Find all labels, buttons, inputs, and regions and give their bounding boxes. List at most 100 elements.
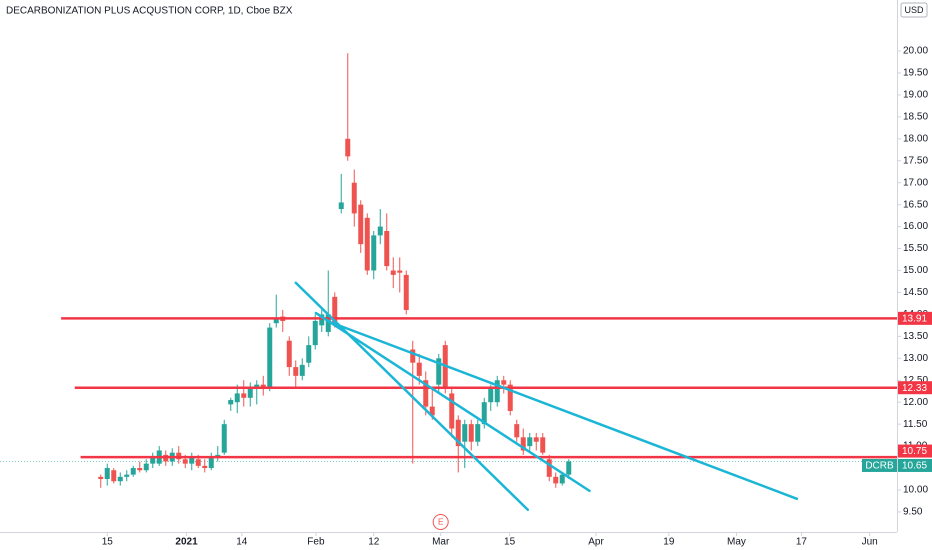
candle-body — [566, 461, 572, 475]
candle-body — [371, 235, 377, 271]
x-tick-label: May — [727, 537, 746, 548]
x-tick-label: 12 — [368, 537, 380, 548]
candle-body — [130, 468, 136, 475]
trend-line — [328, 320, 799, 501]
candle-body — [527, 437, 533, 447]
x-tick-label: 15 — [102, 537, 114, 548]
trend-line — [314, 311, 591, 493]
candle-body — [488, 389, 494, 403]
candle-body — [559, 474, 565, 484]
ticker-tag — [862, 458, 897, 472]
candle-body — [449, 393, 455, 429]
y-tick-label: 18.00 — [903, 133, 928, 144]
y-tick-label: 18.50 — [903, 111, 928, 122]
candle-body — [124, 474, 130, 477]
last-price-tag — [898, 458, 932, 472]
currency-box[interactable] — [900, 2, 928, 18]
x-tick-label: 14 — [236, 537, 248, 548]
x-tick-label: 17 — [796, 537, 808, 548]
candle-body — [299, 364, 305, 376]
candle-body — [475, 424, 481, 442]
candle-body — [377, 226, 383, 236]
candle-body — [182, 459, 188, 464]
candle-body — [520, 437, 526, 451]
candle-body — [364, 217, 370, 271]
y-tick-label: 16.00 — [903, 221, 928, 232]
y-tick-label: 19.50 — [903, 68, 928, 79]
candle-body — [455, 419, 461, 447]
price-tag — [898, 311, 932, 325]
y-tick-label: 10.00 — [903, 485, 928, 496]
y-tick-label: 20.00 — [903, 46, 928, 57]
candle-body — [416, 362, 422, 376]
trend-line — [294, 281, 530, 511]
candle-body — [143, 463, 149, 471]
price-tag — [898, 381, 932, 395]
price-tag-label: 10.75 — [902, 446, 927, 457]
candle-body — [189, 457, 195, 464]
y-tick-label: 13.00 — [903, 353, 928, 364]
candle-body — [306, 345, 312, 363]
candle-body — [481, 402, 487, 425]
candle-body — [442, 345, 448, 390]
candle-body — [319, 314, 325, 326]
candle-body — [234, 393, 240, 403]
candle-body — [150, 457, 156, 464]
candle-body — [533, 437, 539, 442]
event-marker-label: E — [438, 518, 443, 527]
chart-title: DECARBONIZATION PLUS ACQUSTION CORP, 1D,… — [6, 6, 293, 17]
candle-body — [345, 138, 351, 157]
event-marker[interactable] — [432, 514, 449, 530]
candle-body — [436, 358, 442, 385]
candle-body — [507, 384, 513, 411]
candle-body — [462, 424, 468, 442]
price-tag — [898, 444, 932, 458]
candle-body — [410, 349, 416, 363]
candle-body — [397, 270, 403, 273]
x-tick-label: 19 — [663, 537, 675, 548]
candle-body — [403, 274, 409, 311]
y-tick-label: 13.50 — [903, 331, 928, 342]
candle-body — [293, 367, 299, 376]
candle-body — [241, 393, 247, 398]
candle-body — [338, 202, 344, 210]
candle-body — [137, 468, 143, 471]
candle-body — [514, 424, 520, 438]
x-tick-label: Mar — [432, 537, 450, 548]
x-tick-label: 2021 — [175, 537, 198, 548]
candle-body — [501, 380, 507, 385]
candle-body — [247, 386, 253, 398]
y-tick-label: 11.50 — [903, 419, 928, 430]
candle-body — [494, 380, 500, 403]
price-tag-label: 12.33 — [902, 383, 927, 394]
candle-body — [104, 468, 110, 480]
candle-body — [384, 230, 390, 267]
candle-body — [468, 424, 474, 442]
candle-body — [429, 406, 435, 416]
candle-body — [273, 318, 279, 324]
y-tick-label: 15.50 — [903, 243, 928, 254]
candle-body — [351, 182, 357, 214]
candle-body — [98, 476, 104, 480]
last-price-label: 10.65 — [902, 461, 927, 472]
candle-body — [546, 459, 552, 477]
candle-body — [254, 384, 260, 387]
y-tick-label: 17.00 — [903, 177, 928, 188]
y-tick-label: 14.50 — [903, 287, 928, 298]
y-tick-label: 12.00 — [903, 397, 928, 408]
candle-body — [423, 380, 429, 407]
candle-body — [195, 459, 201, 466]
candle-body — [208, 457, 214, 469]
price-tag-label: 13.91 — [902, 313, 927, 324]
x-tick-label: Feb — [307, 537, 325, 548]
candle-body — [312, 320, 318, 346]
y-tick-label: 12.50 — [903, 375, 928, 386]
y-tick-label: 19.00 — [903, 90, 928, 101]
candle-body — [228, 399, 234, 405]
candle-body — [111, 470, 117, 482]
candle-body — [325, 314, 331, 332]
currency: USD — [904, 5, 924, 15]
candle-body — [390, 270, 396, 275]
